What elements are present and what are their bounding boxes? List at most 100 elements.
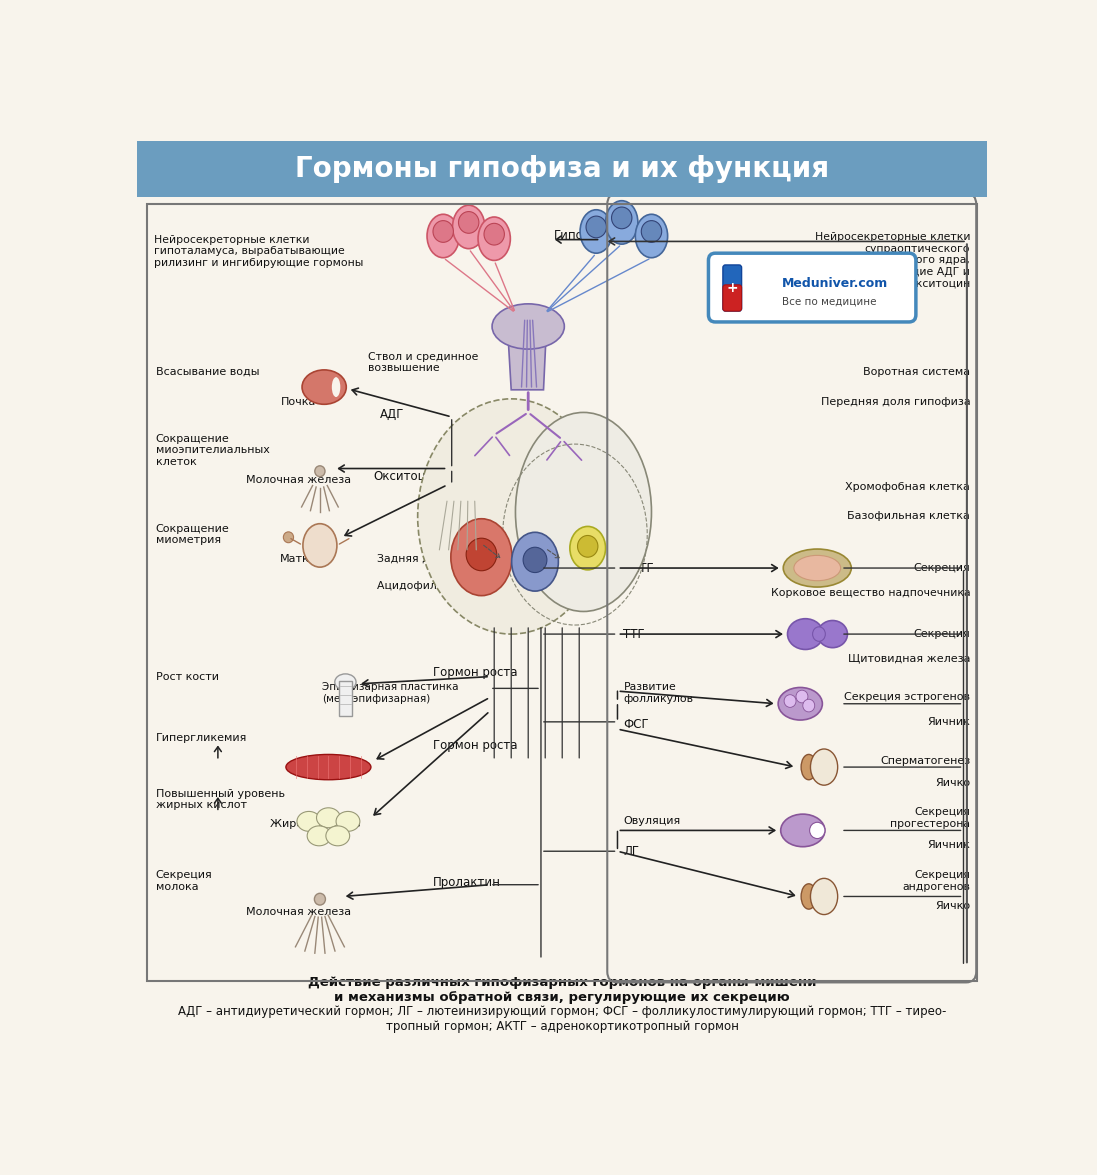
Text: Развитие
фолликулов: Развитие фолликулов	[623, 683, 693, 704]
Text: Meduniver.com: Meduniver.com	[781, 276, 887, 289]
Text: Гипоталамус: Гипоталамус	[554, 229, 635, 242]
Ellipse shape	[516, 412, 652, 611]
Text: Яичко: Яичко	[935, 778, 971, 788]
Ellipse shape	[286, 754, 371, 780]
Ellipse shape	[493, 304, 564, 349]
Text: Ствол и срединное
возвышение: Ствол и срединное возвышение	[369, 351, 478, 374]
Text: Передняя доля гипофиза: Передняя доля гипофиза	[821, 397, 971, 407]
Ellipse shape	[778, 687, 823, 720]
Text: Секреция эстрогенов: Секреция эстрогенов	[845, 692, 971, 703]
Ellipse shape	[315, 893, 326, 905]
Text: Гормон роста: Гормон роста	[433, 739, 518, 752]
Text: ЛГ: ЛГ	[623, 845, 640, 858]
Circle shape	[577, 536, 598, 557]
Text: Нейросекреторные клетки
гипоталамуса, вырабатывающие
рилизинг и ингибирующие гор: Нейросекреторные клетки гипоталамуса, вы…	[154, 235, 363, 268]
Text: Сперматогенез: Сперматогенез	[880, 756, 971, 766]
Text: Яичко: Яичко	[935, 900, 971, 911]
Text: Секреция: Секреция	[914, 629, 971, 639]
Ellipse shape	[335, 674, 357, 690]
Text: Повышенный уровень
жирных кислот: Повышенный уровень жирных кислот	[156, 788, 285, 811]
Ellipse shape	[307, 826, 331, 846]
Text: Щитовидная железа: Щитовидная железа	[848, 653, 971, 664]
FancyBboxPatch shape	[723, 264, 742, 311]
Text: Базофильная клетка: Базофильная клетка	[847, 511, 971, 522]
Text: Хромофобная клетка: Хромофобная клетка	[846, 482, 971, 491]
Text: Воротная система: Воротная система	[863, 367, 971, 377]
Text: АКТГ: АКТГ	[623, 562, 654, 575]
Ellipse shape	[427, 214, 460, 257]
Text: АДГ – антидиуретический гормон; ЛГ – лютеинизирующий гормон; ФСГ – фолликулостим: АДГ – антидиуретический гормон; ЛГ – лют…	[178, 1005, 947, 1033]
Text: АДГ: АДГ	[380, 408, 404, 421]
Text: Нейросекреторные клетки
супраоптического
паравентрикулярного ядра,
вырабатывающи: Нейросекреторные клетки супраоптического…	[807, 233, 971, 289]
Ellipse shape	[813, 626, 825, 642]
FancyBboxPatch shape	[339, 682, 352, 716]
Circle shape	[433, 221, 453, 242]
Text: ТТГ: ТТГ	[623, 627, 645, 640]
Ellipse shape	[794, 556, 840, 580]
Circle shape	[466, 538, 497, 571]
Text: Эпифизарная пластинка
(метаэпифизарная): Эпифизарная пластинка (метаэпифизарная)	[323, 683, 459, 704]
Ellipse shape	[511, 532, 558, 591]
Ellipse shape	[302, 370, 347, 404]
Text: Сокращение
миометрия: Сокращение миометрия	[156, 524, 229, 545]
Text: Корковое вещество надпочечника: Корковое вещество надпочечника	[771, 589, 971, 598]
Ellipse shape	[317, 807, 340, 827]
Text: Рост кости: Рост кости	[156, 672, 218, 681]
Ellipse shape	[783, 549, 851, 588]
Ellipse shape	[418, 398, 604, 634]
Text: Секреция: Секреция	[914, 563, 971, 573]
Ellipse shape	[801, 884, 816, 909]
Ellipse shape	[336, 812, 360, 832]
Polygon shape	[507, 317, 547, 390]
Text: Секреция
андрогенов: Секреция андрогенов	[903, 871, 971, 892]
Ellipse shape	[315, 465, 325, 477]
Ellipse shape	[451, 518, 512, 596]
Text: Мышца: Мышца	[294, 760, 337, 771]
Circle shape	[784, 694, 796, 707]
Text: Пролактин: Пролактин	[433, 877, 501, 889]
FancyBboxPatch shape	[709, 253, 916, 322]
Ellipse shape	[788, 619, 823, 650]
Circle shape	[484, 223, 505, 246]
Ellipse shape	[811, 879, 838, 914]
Circle shape	[459, 212, 479, 234]
Circle shape	[642, 221, 661, 242]
Text: Секреция
молока: Секреция молока	[156, 871, 213, 892]
Text: Овуляция: Овуляция	[623, 817, 680, 826]
Circle shape	[523, 548, 547, 572]
Ellipse shape	[606, 201, 637, 244]
FancyBboxPatch shape	[137, 141, 987, 197]
Text: Сокращение
миоэпителиальных
клеток: Сокращение миоэпителиальных клеток	[156, 434, 270, 466]
Ellipse shape	[817, 620, 848, 647]
Ellipse shape	[478, 217, 510, 261]
Text: Молочная железа: Молочная железа	[246, 475, 351, 485]
Text: Молочная железа: Молочная железа	[246, 907, 351, 916]
Text: Секреция
прогестерона: Секреция прогестерона	[891, 807, 971, 828]
Ellipse shape	[326, 826, 350, 846]
Text: Гипергликемия: Гипергликемия	[156, 733, 247, 743]
Text: +: +	[726, 282, 738, 295]
Circle shape	[796, 690, 807, 703]
Text: Действие различных гипофизарных гормонов на органы-мишени
и механизмы обратной с: Действие различных гипофизарных гормонов…	[308, 975, 816, 1003]
Circle shape	[810, 822, 825, 839]
Circle shape	[611, 207, 632, 229]
Text: Жировая ткань: Жировая ткань	[271, 819, 361, 830]
Ellipse shape	[453, 206, 485, 249]
Text: Ацидофильная клетка: Ацидофильная клетка	[377, 582, 507, 591]
Text: Яичник: Яичник	[927, 717, 971, 727]
Text: Гормоны гипофиза и их функция: Гормоны гипофиза и их функция	[295, 155, 829, 183]
Text: Всасывание воды: Всасывание воды	[156, 367, 259, 377]
Text: Задняя доля гипофиза: Задняя доля гипофиза	[377, 553, 509, 564]
Text: Яичник: Яичник	[927, 840, 971, 850]
Ellipse shape	[580, 210, 612, 253]
Circle shape	[283, 532, 294, 543]
Text: Гормон роста: Гормон роста	[433, 666, 518, 679]
Circle shape	[803, 699, 815, 712]
Text: Матка: Матка	[281, 553, 317, 564]
Ellipse shape	[569, 526, 606, 570]
Ellipse shape	[811, 748, 838, 785]
Text: ФСГ: ФСГ	[623, 718, 649, 731]
Ellipse shape	[331, 377, 340, 397]
Ellipse shape	[801, 754, 816, 780]
Ellipse shape	[297, 812, 320, 832]
